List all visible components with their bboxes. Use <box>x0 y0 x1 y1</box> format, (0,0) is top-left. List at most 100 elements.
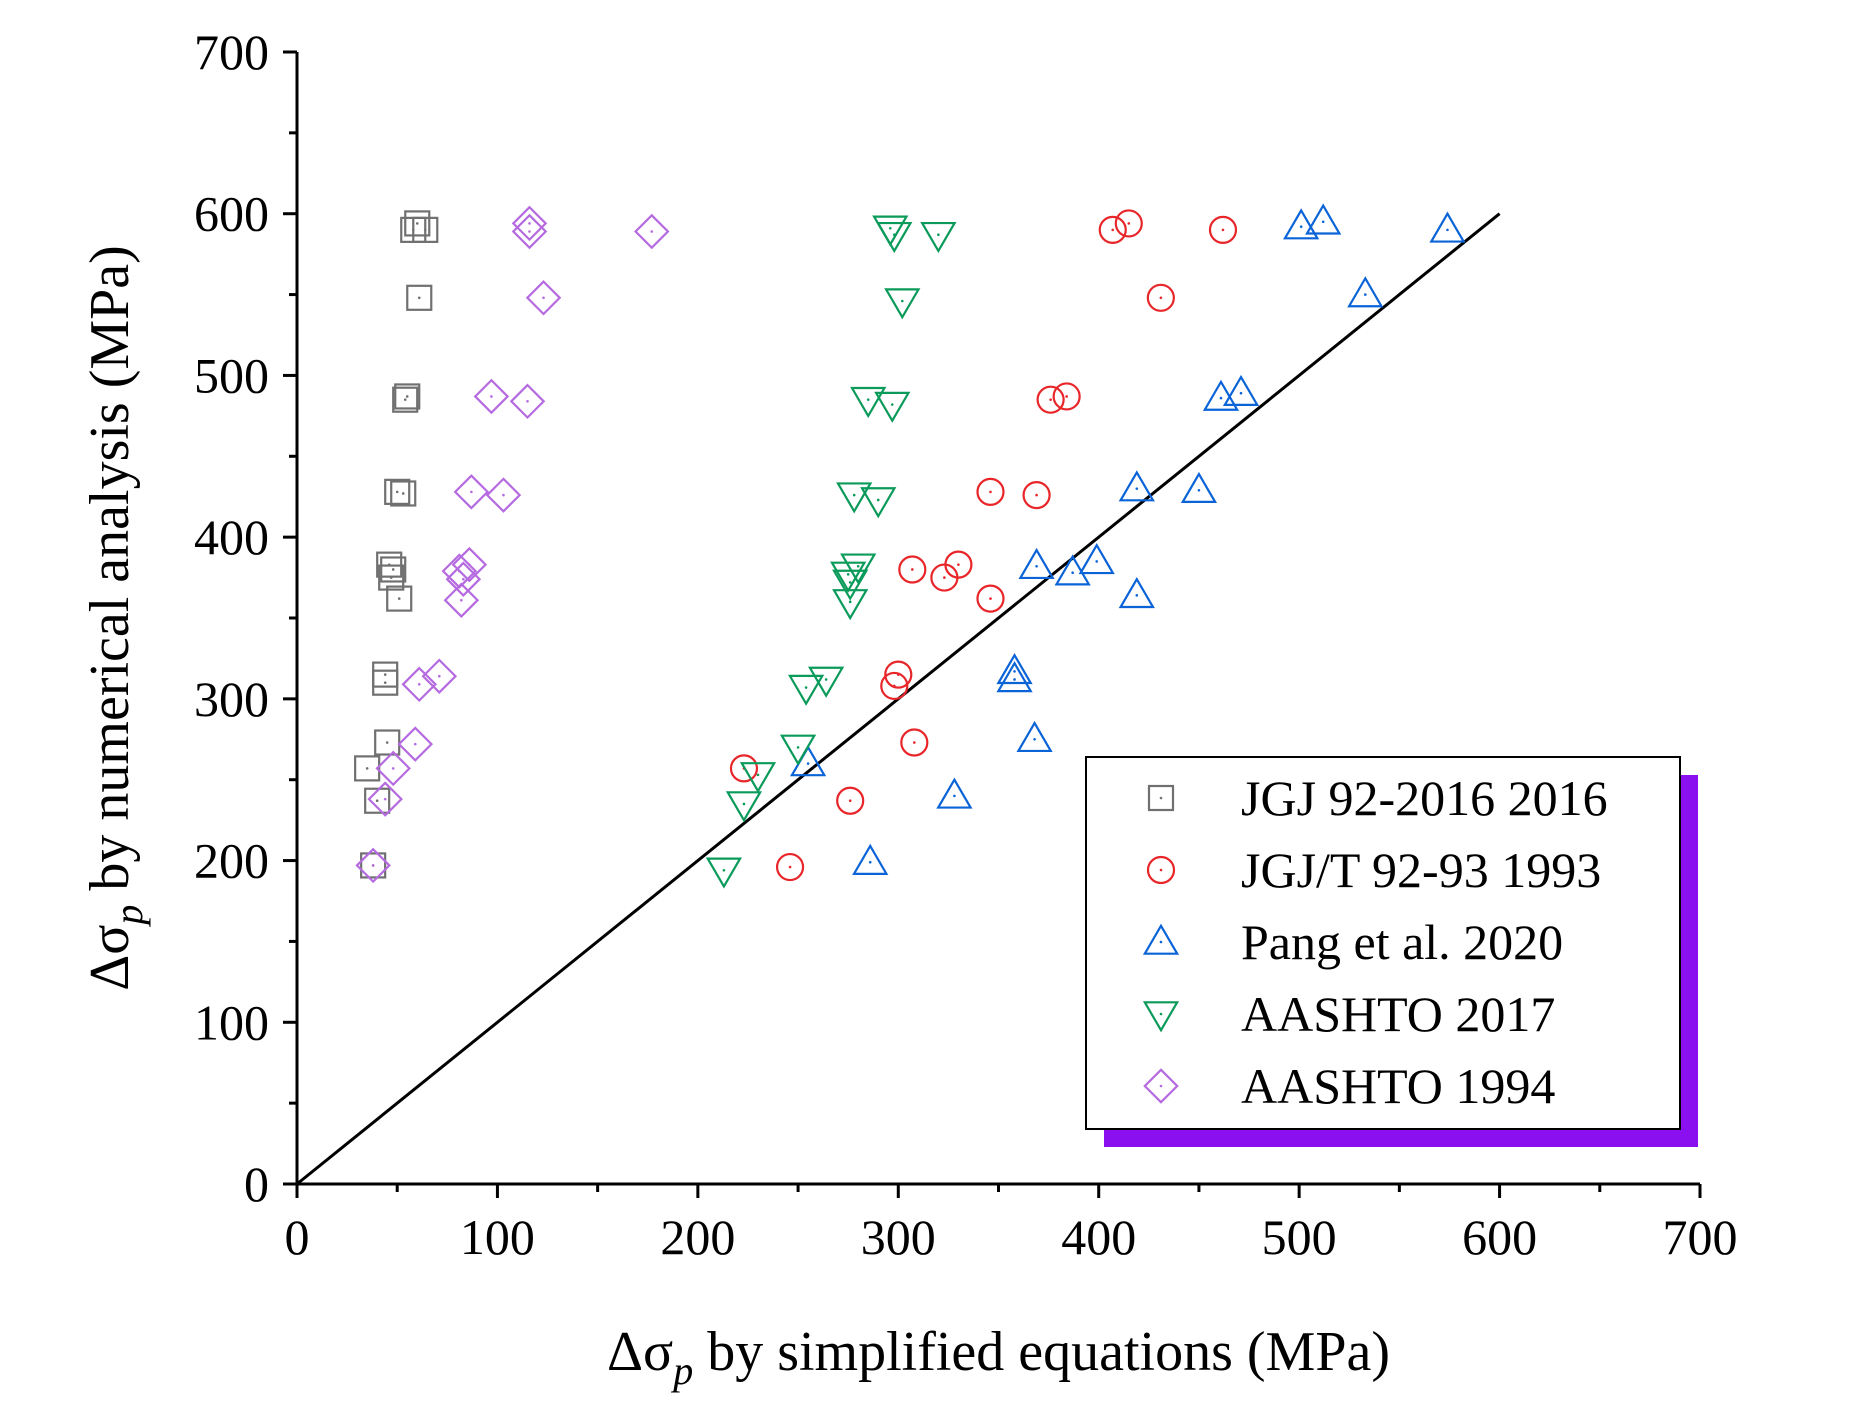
marker-center-dot <box>989 597 992 600</box>
triangle-down-marker <box>779 734 817 766</box>
triangle-down-marker <box>884 288 921 320</box>
circle-marker <box>930 563 959 592</box>
marker-center-dot <box>892 684 896 688</box>
legend-box <box>1085 756 1681 1130</box>
marker-center-dot <box>1135 487 1139 490</box>
data-point <box>406 284 433 311</box>
data-point <box>996 661 1033 693</box>
marker-center-dot <box>913 741 916 744</box>
y-tick-label: 0 <box>244 1156 269 1212</box>
triangle-up-marker <box>1180 471 1218 504</box>
data-point <box>1078 543 1115 575</box>
diamond-marker <box>1143 1068 1179 1104</box>
legend-label: AASHTO 2017 <box>1241 986 1555 1042</box>
triangle-down-marker <box>739 762 777 794</box>
data-point <box>386 585 413 612</box>
circle-marker <box>1146 855 1176 885</box>
marker-center-dot <box>1159 940 1163 944</box>
diamond-marker <box>525 280 562 316</box>
series-group <box>789 203 1466 875</box>
diamond-marker <box>375 750 411 787</box>
x-tick-label: 500 <box>1262 1209 1337 1265</box>
series-group <box>705 215 957 889</box>
marker-center-dot <box>1111 228 1115 232</box>
data-point <box>1222 374 1260 406</box>
marker-center-dot <box>417 683 421 686</box>
marker-center-dot <box>391 568 395 571</box>
diamond-marker <box>473 378 510 415</box>
square-marker <box>360 852 387 879</box>
data-point <box>920 221 957 254</box>
y-tick-label: 500 <box>194 347 269 403</box>
marker-center-dot <box>1299 225 1303 228</box>
legend-label: Pang et al. 2020 <box>1241 914 1563 970</box>
diamond-marker <box>421 658 458 694</box>
data-point <box>900 728 929 757</box>
marker-center-dot <box>892 233 896 237</box>
circle-marker <box>1022 480 1051 510</box>
marker-center-dot <box>1127 222 1131 225</box>
data-point <box>725 791 763 823</box>
data-point <box>1180 471 1218 504</box>
marker-center-dot <box>460 598 463 602</box>
data-point <box>860 487 897 519</box>
diamond-marker <box>451 546 488 583</box>
triangle-up-marker <box>1347 276 1384 308</box>
data-point <box>511 213 548 250</box>
triangle-down-marker <box>830 561 867 593</box>
diamond-marker <box>453 474 490 510</box>
marker-center-dot <box>900 299 904 303</box>
data-point <box>412 216 439 243</box>
marker-center-dot <box>528 230 531 233</box>
marker-center-dot <box>1221 228 1225 232</box>
data-point <box>880 671 909 701</box>
marker-center-dot <box>1159 1084 1163 1088</box>
marker-center-dot <box>526 400 529 403</box>
data-point <box>1118 470 1155 502</box>
x-tick-label: 300 <box>861 1209 936 1265</box>
circle-marker <box>884 660 913 689</box>
marker-center-dot <box>1071 571 1074 575</box>
data-point <box>473 378 510 415</box>
marker-center-dot <box>1013 678 1016 681</box>
data-point <box>1429 211 1466 243</box>
data-point <box>378 564 405 591</box>
square-marker <box>354 755 381 782</box>
y-tick-label: 100 <box>194 994 269 1050</box>
data-point <box>485 477 522 513</box>
diamond-marker <box>511 213 548 250</box>
marker-center-dot <box>1239 391 1243 395</box>
marker-center-dot <box>1049 398 1052 401</box>
marker-center-dot <box>1135 594 1139 597</box>
data-point <box>375 750 411 787</box>
legend-label: JGJ/T 92-93 1993 <box>1241 842 1601 898</box>
marker-center-dot <box>796 746 800 749</box>
y-tick-label: 400 <box>194 509 269 565</box>
marker-center-dot <box>937 233 940 237</box>
data-point <box>976 477 1005 506</box>
marker-center-dot <box>371 864 375 867</box>
triangle-down-marker <box>920 221 957 254</box>
data-point <box>509 383 546 420</box>
square-marker <box>412 216 439 243</box>
diamond-marker <box>443 582 480 618</box>
data-point <box>876 221 913 254</box>
circle-marker <box>1114 209 1143 238</box>
triangle-up-marker <box>936 777 973 809</box>
data-point <box>930 563 959 592</box>
data-point <box>372 669 399 696</box>
triangle-down-marker <box>840 553 877 585</box>
data-point <box>1347 276 1384 308</box>
marker-center-dot <box>911 568 914 571</box>
marker-center-dot <box>395 490 399 494</box>
triangle-up-marker <box>1078 543 1115 575</box>
square-marker <box>1147 784 1175 812</box>
data-point <box>453 474 490 510</box>
marker-center-dot <box>1446 228 1449 232</box>
diamond-marker <box>397 726 434 762</box>
marker-center-dot <box>788 865 792 869</box>
axis-titles: Δσp by simplified equations (MPa) Δσp by … <box>79 245 1390 1393</box>
marker-center-dot <box>401 492 405 495</box>
marker-center-dot <box>385 741 389 744</box>
triangle-down-marker <box>832 569 869 601</box>
